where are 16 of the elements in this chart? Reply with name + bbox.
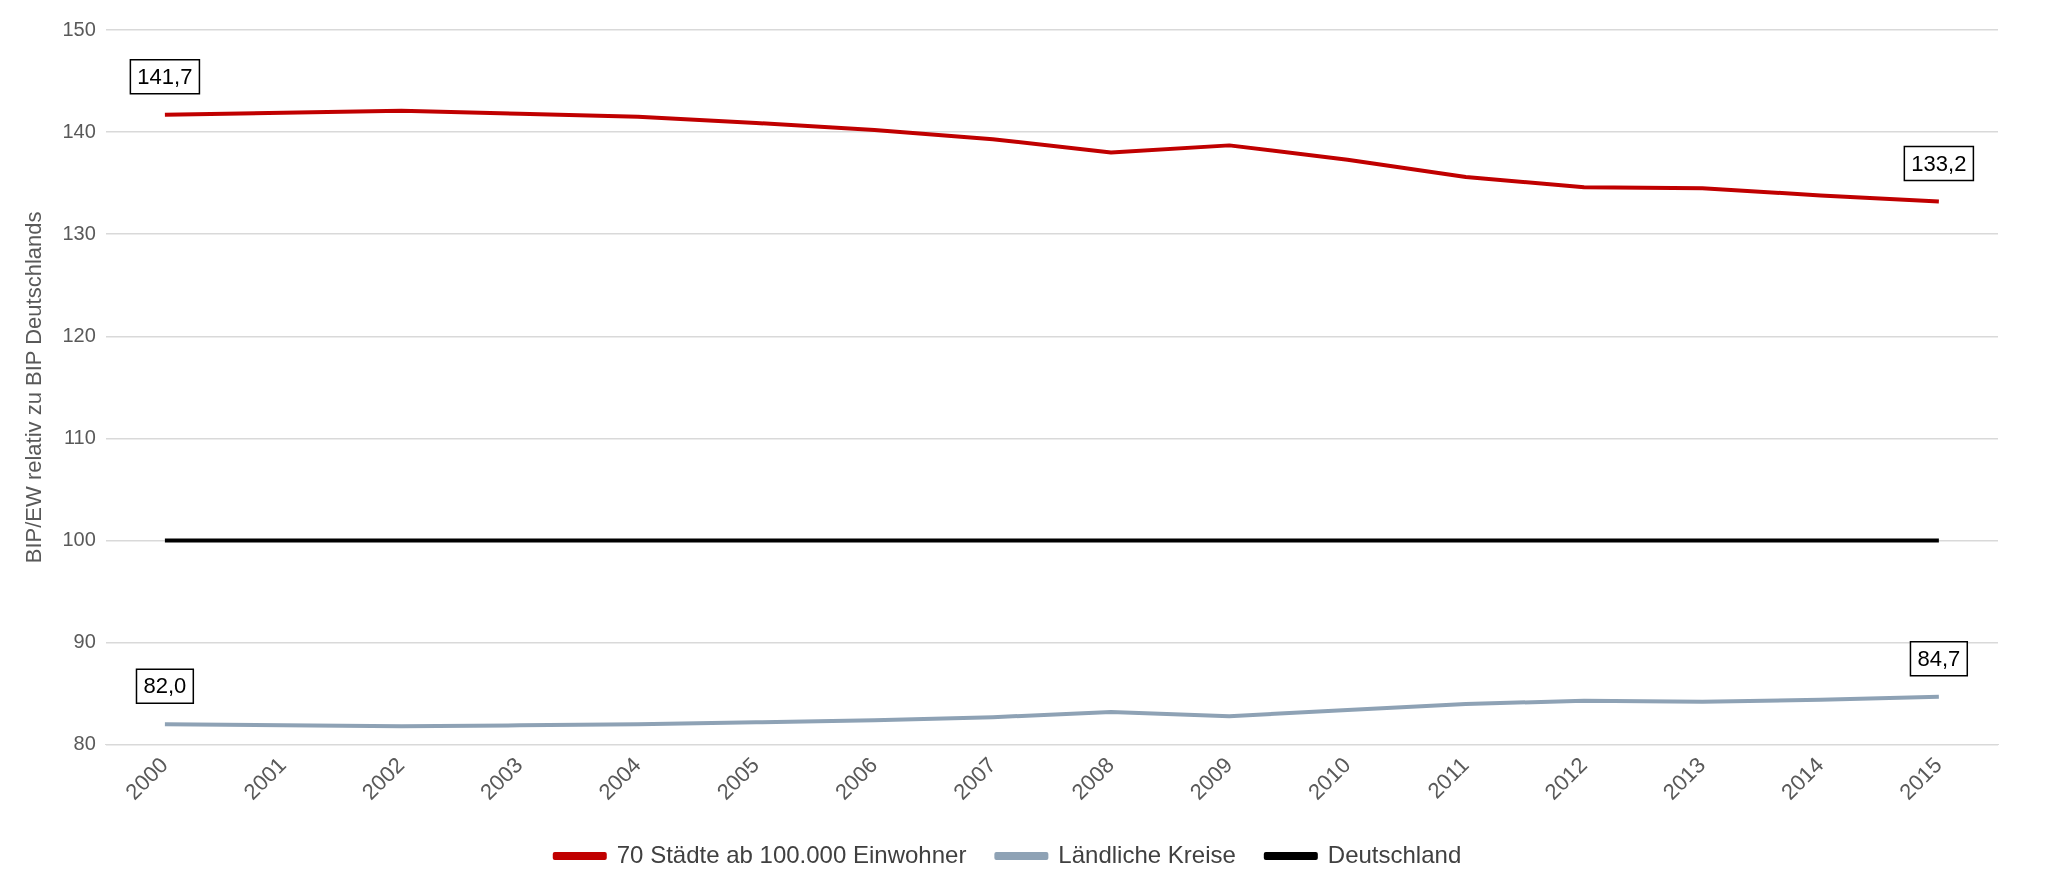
y-tick-label: 80 [73,732,96,755]
data-label: 133,2 [1911,150,1967,176]
y-tick-label: 130 [62,221,96,244]
data-label: 141,7 [137,63,193,89]
y-axis-title: BIP/EW relativ zu BIP Deutschlands [21,211,47,564]
y-tick-label: 150 [62,17,96,40]
y-tick-label: 110 [63,425,96,448]
y-tick-label: 140 [62,119,96,142]
y-tick-label: 120 [62,323,96,346]
data-label: 84,7 [1917,645,1961,671]
y-tick-label: 100 [62,528,96,551]
legend-label: Deutschland [1327,840,1462,868]
legend-label: 70 Städte ab 100.000 Einwohner [616,840,967,868]
data-label: 82,0 [143,673,187,699]
legend-label: Ländliche Kreise [1058,840,1236,868]
y-tick-label: 90 [73,630,96,653]
